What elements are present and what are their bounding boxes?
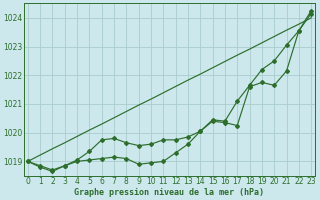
X-axis label: Graphe pression niveau de la mer (hPa): Graphe pression niveau de la mer (hPa) [75, 188, 265, 197]
